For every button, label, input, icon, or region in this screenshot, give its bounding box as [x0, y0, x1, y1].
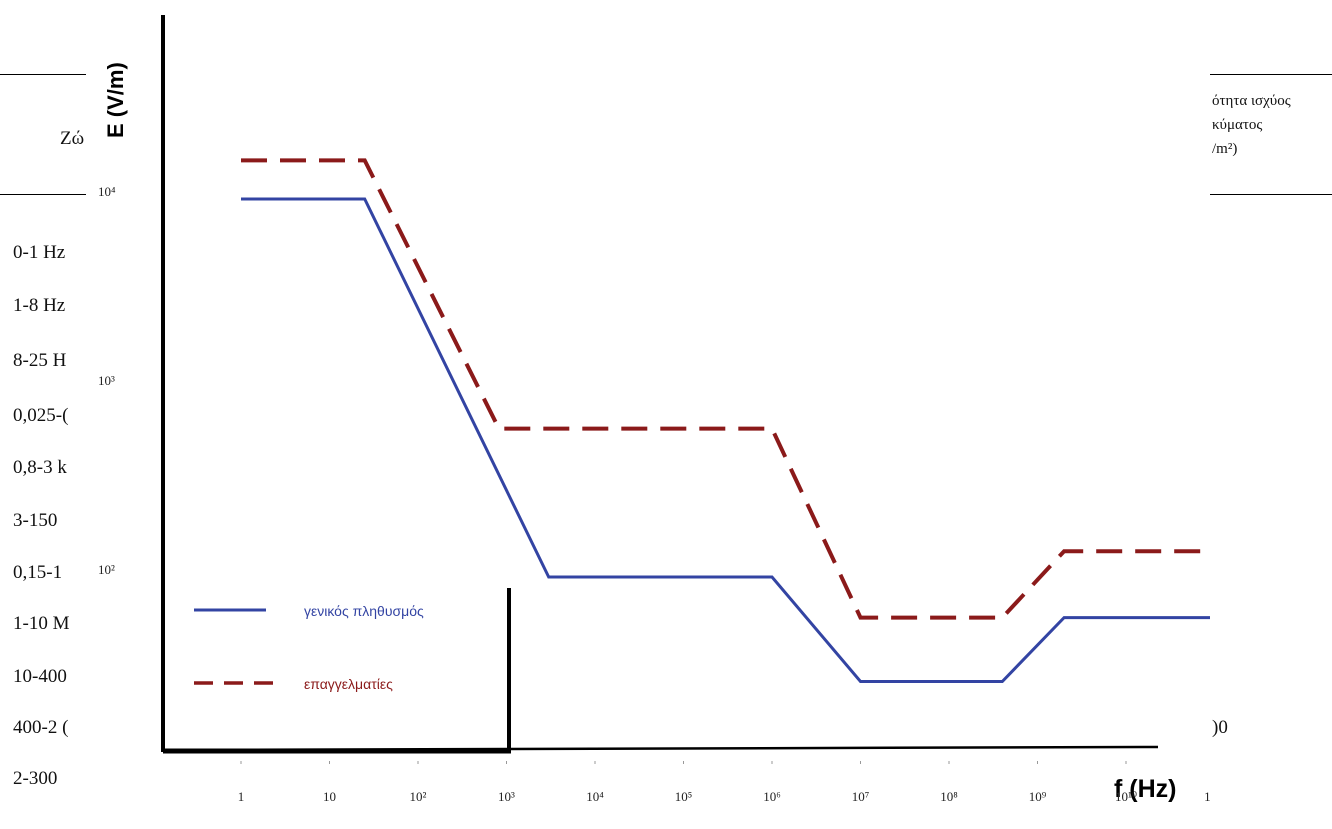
y-axis-label: E (V/m)	[103, 62, 128, 138]
x-tick-label: 10¹⁰	[1115, 789, 1137, 804]
table-row-right-fragment: )0	[1212, 717, 1228, 738]
table-header-right-line-2: κύματος	[1212, 117, 1263, 133]
x-tick-labels: 1 10 10² 10³ 10⁴ 10⁵ 10⁶ 10⁷ 10⁸ 10⁹ 10¹⁰ 10¹¹	[238, 761, 1210, 804]
table-row-label: 400-2 (	[13, 717, 69, 738]
legend-label-general-public: γενικός πληθυσμός	[304, 603, 424, 619]
table-row-label: 3-150	[13, 510, 58, 531]
exposure-limits-chart: E (V/m) f (Hz) 10⁴ 10³ 10² 1 10 10² 10³ 10⁴ 10⁵…	[86, 0, 1210, 829]
legend-label-professionals: επαγγελματίες	[304, 676, 393, 692]
x-tick-label: 10	[323, 789, 336, 804]
series-lines	[241, 158, 1210, 683]
table-row-label: 8-25 H	[13, 350, 67, 371]
table-row-label: 0,025-(	[13, 405, 69, 426]
x-axis-label: f (Hz)	[1114, 775, 1176, 803]
chart-axes	[161, 15, 1159, 754]
x-tick-label: 10³	[498, 789, 515, 804]
x-tick-label: 10¹¹	[1204, 789, 1210, 804]
table-top-rule-right	[1210, 74, 1332, 75]
y-tick-label: 10⁴	[98, 184, 116, 199]
x-tick-label: 10²	[410, 789, 427, 804]
table-header-left: Ζώ	[60, 128, 85, 149]
x-tick-label: 1	[238, 789, 245, 804]
table-header-rule-right	[1210, 194, 1332, 195]
x-tick-label: 10⁶	[763, 789, 781, 804]
series-line-general-public	[241, 197, 1210, 683]
table-row-label: 2-300	[13, 768, 58, 789]
legend: γενικός πληθυσμός επαγγελματίες	[194, 603, 424, 692]
y-tick-label: 10²	[98, 562, 115, 577]
x-tick-label: 10⁵	[675, 789, 693, 804]
table-header-rule-left	[0, 194, 86, 195]
table-top-rule-left	[0, 74, 86, 75]
table-row-label: 10-400	[13, 666, 67, 687]
y-tick-labels: 10⁴ 10³ 10²	[98, 184, 116, 577]
x-tick-label: 10⁸	[940, 789, 958, 804]
table-row-label: 1-8 Hz	[13, 295, 66, 316]
x-tick-label: 10⁹	[1029, 789, 1047, 804]
series-line-professionals	[241, 158, 1210, 620]
table-header-right-line-1: ότητα ισχύος	[1212, 93, 1291, 109]
x-tick-label: 10⁷	[852, 789, 870, 804]
chart-svg: E (V/m) f (Hz) 10⁴ 10³ 10² 1 10 10² 10³ 10⁴ 10⁵…	[98, 15, 1210, 804]
y-tick-label: 10³	[98, 373, 115, 388]
table-header-right-line-3: /m²)	[1212, 141, 1238, 157]
table-row-label: 0-1 Hz	[13, 242, 66, 263]
table-row-label: 1-10 M	[13, 613, 70, 634]
table-row-label: 0,8-3 k	[13, 457, 67, 478]
x-tick-label: 10⁴	[586, 789, 604, 804]
table-row-label: 0,15-1	[13, 562, 63, 583]
